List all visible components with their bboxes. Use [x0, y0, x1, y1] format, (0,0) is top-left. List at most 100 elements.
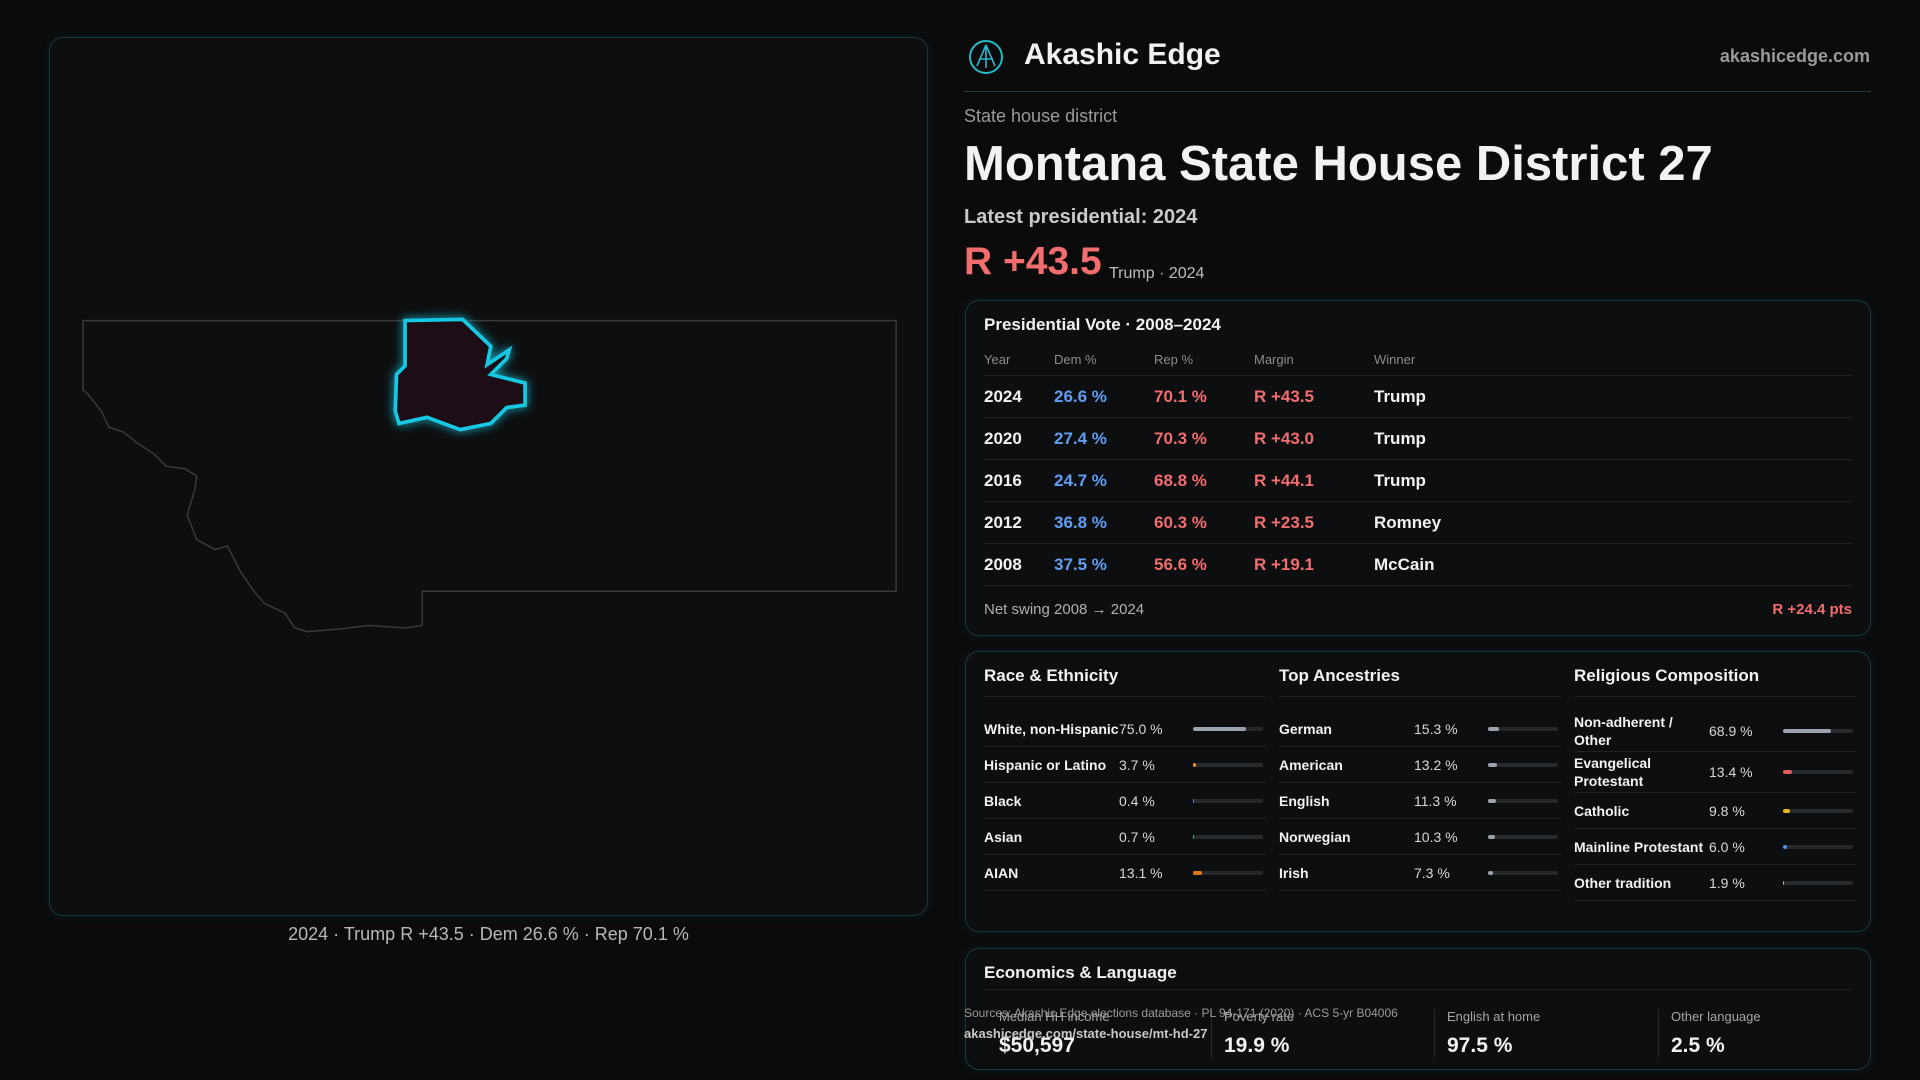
table-cell: 27.4 % [1054, 428, 1107, 448]
header-rule [964, 91, 1871, 92]
demo-row: American 13.2 % [1279, 747, 1561, 783]
vote-table: Year Dem % Rep % Margin Winner 2024 26.6 % 70.1… [984, 343, 1852, 586]
demo-label: Other tradition [1574, 874, 1672, 891]
demo-label: Norwegian [1279, 828, 1351, 845]
bar-track [1193, 870, 1263, 875]
winner-note: Trump · 2024 [1109, 265, 1205, 282]
demo-value: 15.3 % [1414, 720, 1458, 737]
demo-value: 13.4 % [1709, 764, 1753, 780]
metric-label: Poverty rate [1224, 1009, 1295, 1024]
presidential-card: Presidential Vote · 2008–2024 Year Dem % R… [965, 300, 1871, 636]
column-header: Dem % [1054, 351, 1097, 367]
latest-label: Latest presidential: 2024 [964, 206, 1198, 228]
map-caption: 2024 · Trump R +43.5 · Dem 26.6 % · Rep … [288, 924, 689, 944]
table-cell: R +43.5 [1254, 386, 1315, 406]
section-title: Religious Composition [1574, 666, 1856, 697]
district-kind: State house district [964, 106, 1118, 126]
demo-label: Catholic [1574, 802, 1630, 819]
metric-value: 2.5 % [1671, 1034, 1725, 1057]
table-row: 2008 37.5 % 56.6 % R +19.1 McCain [984, 544, 1852, 586]
bar [1783, 729, 1832, 733]
table-cell: R +43.0 [1254, 428, 1315, 448]
district-title: Montana State House District 27 [964, 137, 1713, 191]
demo-value: 13.2 % [1414, 756, 1458, 773]
table-cell: Trump [1374, 428, 1426, 448]
demo-value: 7.3 % [1414, 864, 1450, 881]
demo-row: German 15.3 % [1279, 711, 1561, 747]
ancestry-column: Top Ancestries German 15.3 % American 13.2 %… [1279, 666, 1561, 891]
metric-value: 19.9 % [1224, 1034, 1290, 1057]
card-rule [984, 989, 1852, 990]
table-cell: Trump [1374, 386, 1426, 406]
table-cell: 24.7 % [1054, 470, 1107, 490]
table-cell: 2012 [984, 512, 1022, 532]
demo-value: 68.9 % [1709, 723, 1753, 739]
bar-track [1783, 770, 1853, 774]
demo-label: Asian [984, 828, 1023, 845]
table-cell: 68.8 % [1154, 470, 1207, 490]
swing-value: R +24.4 pts [1772, 601, 1852, 618]
bar [1783, 808, 1790, 813]
column-header: Rep % [1154, 351, 1194, 367]
demo-row: Mainline Protestant 6.0 % [1574, 829, 1856, 865]
map-panel [49, 37, 928, 916]
demo-label: White, non-Hispanic [984, 720, 1119, 737]
table-cell: Trump [1374, 470, 1426, 490]
bar-track [1488, 870, 1558, 875]
bar-track [1193, 726, 1263, 731]
table-cell: 37.5 % [1054, 554, 1107, 574]
metric-value: $50,597 [999, 1034, 1075, 1057]
table-cell: 56.6 % [1154, 554, 1207, 574]
bar [1488, 726, 1499, 731]
table-row: 2016 24.7 % 68.8 % R +44.1 Trump [984, 460, 1852, 502]
bar-track [1783, 844, 1853, 849]
state-outline [82, 319, 897, 633]
demo-row: AIAN 13.1 % [984, 855, 1266, 891]
brand: Akashic Edge [1024, 38, 1221, 71]
headline-margin: R +43.5 [964, 240, 1102, 283]
bar-track [1193, 762, 1263, 767]
column-header: Margin [1254, 351, 1294, 367]
section-title: Top Ancestries [1279, 666, 1561, 697]
demo-row: Evangelical Protestant 13.4 % [1574, 752, 1856, 793]
district-shape [393, 317, 527, 432]
demo-row: Hispanic or Latino 3.7 % [984, 747, 1266, 783]
column-header: Winner [1374, 351, 1416, 367]
bar [1193, 870, 1203, 875]
table-header: Year Dem % Rep % Margin Winner [984, 343, 1852, 376]
demo-label: AIAN [984, 864, 1019, 881]
table-cell: 70.3 % [1154, 428, 1207, 448]
race-column: Race & Ethnicity White, non-Hispanic 75.0 … [984, 666, 1266, 891]
demo-row: Norwegian 10.3 % [1279, 819, 1561, 855]
bar [1193, 762, 1196, 767]
metric: Other language 2.5 % [1658, 1009, 1761, 1058]
demo-label: Irish [1279, 864, 1309, 881]
demo-row: Non-adherent / Other 68.9 % [1574, 711, 1856, 752]
table-cell: 2024 [984, 386, 1022, 406]
demo-label: Non-adherent / Other [1574, 714, 1673, 748]
demo-label: Mainline Protestant [1574, 838, 1704, 855]
bar [1783, 770, 1793, 774]
table-cell: 60.3 % [1154, 512, 1207, 532]
map [82, 317, 897, 633]
metric: Poverty rate 19.9 % [1211, 1009, 1294, 1058]
bar-track [1193, 834, 1263, 839]
bar-track [1783, 729, 1853, 733]
bar [1193, 726, 1246, 731]
bar [1488, 798, 1496, 803]
metric-value: 97.5 % [1447, 1034, 1513, 1057]
table-cell: 2008 [984, 554, 1022, 574]
economics-card: Economics & Language Median HH income $50… [965, 948, 1871, 1070]
table-row: 2024 26.6 % 70.1 % R +43.5 Trump [984, 376, 1852, 418]
table-cell: 2016 [984, 470, 1022, 490]
demo-label: Evangelical Protestant [1574, 755, 1652, 789]
site: akashicedge.com [1719, 46, 1870, 66]
bar-track [1488, 726, 1558, 731]
logo [969, 40, 1003, 74]
demo-value: 13.1 % [1119, 864, 1163, 881]
demo-label: Black [984, 792, 1022, 809]
demo-row: White, non-Hispanic 75.0 % [984, 711, 1266, 747]
bar [1783, 844, 1788, 849]
demo-value: 1.9 % [1709, 874, 1745, 891]
